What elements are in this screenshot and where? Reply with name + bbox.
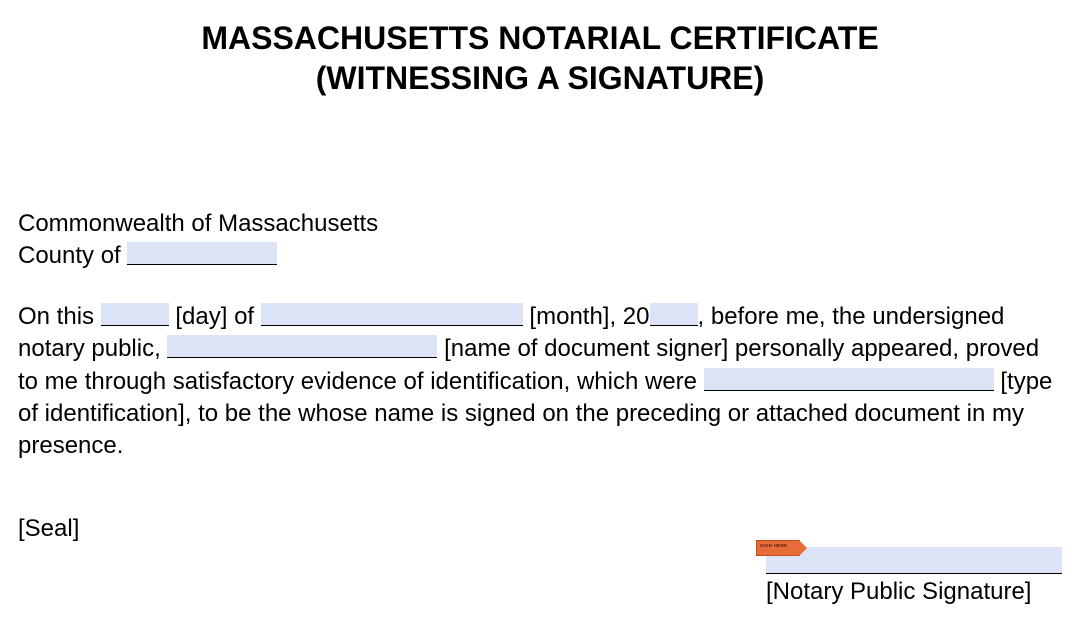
county-prefix: County of bbox=[18, 242, 127, 269]
state-line: Commonwealth of Massachusetts bbox=[18, 208, 1062, 240]
certificate-body: On this [day] of [month], 20, before me,… bbox=[18, 301, 1062, 463]
signer-name-field[interactable] bbox=[167, 335, 437, 358]
sign-here-text: SIGN HERE bbox=[760, 543, 787, 549]
county-field[interactable] bbox=[127, 242, 277, 265]
year-field[interactable] bbox=[650, 303, 698, 326]
notary-signature-field[interactable]: SIGN HERE bbox=[766, 547, 1062, 574]
sign-here-tab-icon: SIGN HERE bbox=[756, 540, 800, 556]
seal-label: [Seal] bbox=[18, 513, 79, 545]
day-field[interactable] bbox=[101, 303, 169, 326]
document-title: MASSACHUSETTS NOTARIAL CERTIFICATE (WITN… bbox=[18, 18, 1062, 98]
month-field[interactable] bbox=[261, 303, 523, 326]
title-line-1: MASSACHUSETTS NOTARIAL CERTIFICATE bbox=[201, 20, 878, 56]
body-text-3: [month], 20 bbox=[523, 303, 650, 330]
body-text-1: On this bbox=[18, 303, 101, 330]
body-text-2: [day] of bbox=[169, 303, 261, 330]
title-line-2: (WITNESSING A SIGNATURE) bbox=[316, 60, 765, 96]
county-line: County of bbox=[18, 240, 1062, 272]
venue-block: Commonwealth of Massachusetts County of bbox=[18, 208, 1062, 273]
id-type-field[interactable] bbox=[704, 368, 994, 391]
signature-label: [Notary Public Signature] bbox=[766, 576, 1062, 608]
signature-block: SIGN HERE [Notary Public Signature] bbox=[766, 547, 1062, 608]
